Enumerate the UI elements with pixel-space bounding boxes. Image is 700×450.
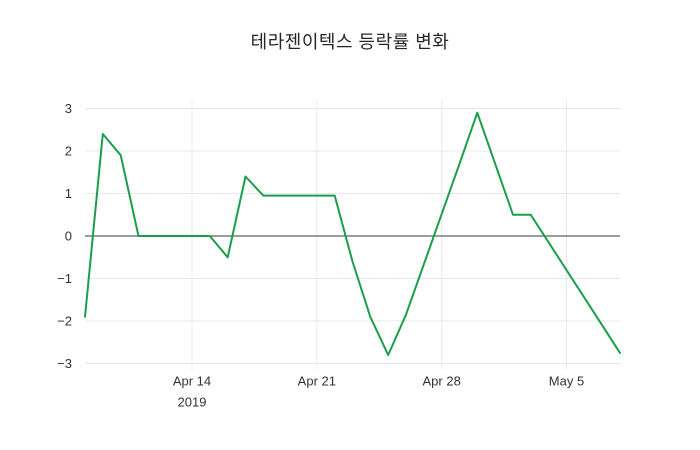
y-tick-label: 2	[65, 144, 72, 159]
x-tick-label: Apr 28	[423, 374, 461, 389]
y-tick-label: 1	[65, 186, 72, 201]
y-tick-label: 0	[65, 229, 72, 244]
x-tick-label: Apr 14	[173, 374, 211, 389]
y-tick-label: −2	[57, 314, 72, 329]
y-tick-label: 3	[65, 101, 72, 116]
y-tick-label: −3	[57, 356, 72, 371]
x-tick-label: May 5	[549, 374, 584, 389]
x-tick-label: Apr 21	[298, 374, 336, 389]
price-line	[84, 111, 621, 356]
y-tick-label: −1	[57, 271, 72, 286]
x-tick-sublabel: 2019	[178, 395, 207, 410]
chart-title: 테라젠이텍스 등락률 변화	[250, 32, 450, 52]
